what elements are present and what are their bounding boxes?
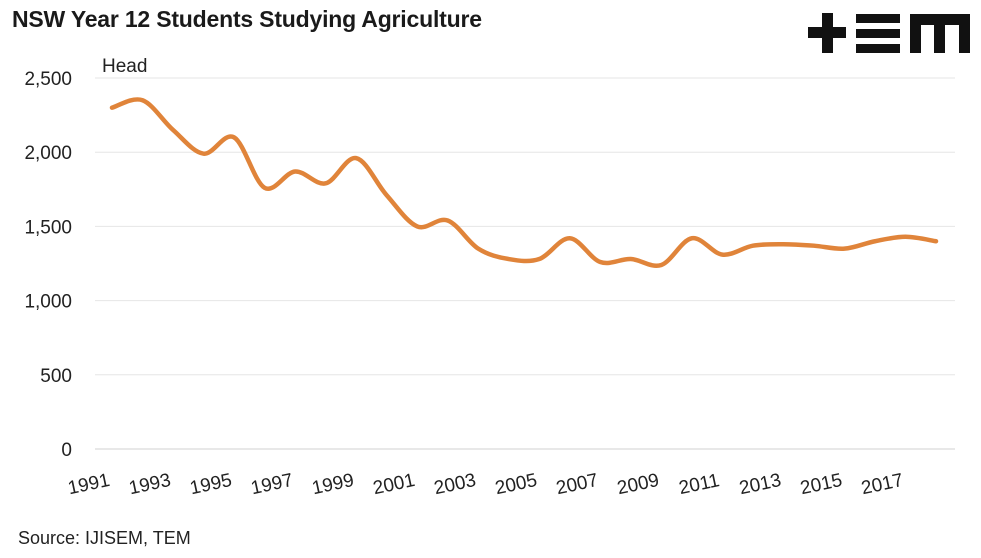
x-tick-label: 2003	[432, 470, 478, 499]
y-tick-label: 2,000	[24, 143, 72, 164]
x-tick-label: 2005	[493, 470, 539, 499]
x-tick-label: 1995	[188, 470, 234, 499]
chart-title: NSW Year 12 Students Studying Agricultur…	[12, 6, 482, 32]
x-tick-label: 2007	[554, 470, 600, 499]
y-tick-label: 2,500	[24, 69, 72, 90]
y-tick-label: 1,000	[24, 292, 72, 313]
gridlines	[95, 77, 955, 450]
x-tick-label: 1991	[66, 470, 112, 499]
x-tick-label: 2011	[677, 470, 721, 499]
x-tick-label: 2013	[737, 470, 783, 499]
tem-logo-icon	[808, 13, 970, 53]
x-axis-ticks: 1991 1993 1995 1997 1999 2001 2003 2005 2007 2009…	[66, 470, 905, 499]
y-tick-label: 500	[40, 366, 72, 387]
y-axis-ticks: 0 500 1,000 1,500 2,000 2,500	[24, 69, 72, 461]
x-tick-label: 2001	[371, 470, 417, 499]
y-tick-label: 1,500	[24, 217, 72, 238]
x-tick-label: 1997	[249, 470, 295, 499]
x-tick-label: 2009	[615, 470, 661, 499]
series-line	[109, 97, 939, 268]
x-tick-label: 2015	[798, 470, 844, 499]
x-tick-label: 2017	[859, 470, 905, 499]
y-tick-label: 0	[61, 440, 72, 461]
series-group	[109, 97, 939, 268]
unit-label: Head	[102, 56, 147, 77]
source-note: Source: IJISEM, TEM	[18, 528, 191, 548]
x-tick-label: 1993	[127, 470, 173, 499]
x-tick-label: 1999	[310, 470, 356, 499]
